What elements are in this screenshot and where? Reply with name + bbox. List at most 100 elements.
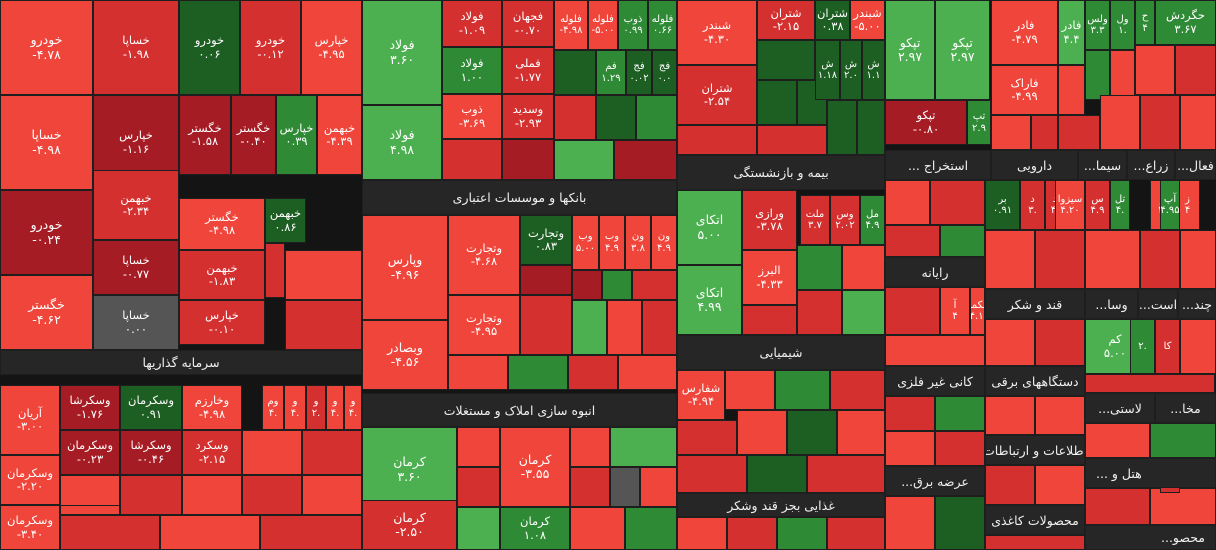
stock-tile[interactable]: کرمان -۳.۵۵ [500, 427, 570, 507]
sector-header-computer[interactable]: رایانه [885, 257, 985, 287]
treemap-cell[interactable] [842, 245, 885, 290]
stock-tile[interactable]: خساپا -۱.۹۸ [93, 0, 179, 95]
stock-tile[interactable]: خبهمن ۰.۸۶ [265, 198, 306, 243]
sector-header-cement[interactable]: سیما... [1078, 150, 1127, 180]
treemap-cell[interactable] [727, 517, 777, 550]
treemap-cell[interactable] [885, 287, 940, 335]
treemap-cell[interactable] [1140, 230, 1180, 289]
stock-tile[interactable]: وپارس -۴.۹۶ [362, 215, 448, 320]
stock-tile[interactable]: خودرو -۰.۱۲ [240, 0, 301, 95]
sector-header-ast[interactable]: است... [1138, 289, 1178, 319]
stock-tile[interactable]: وسکرمان ۰.۹۱ [120, 385, 182, 430]
treemap-cell[interactable] [302, 475, 362, 515]
stock-tile[interactable]: خپارس ۰.۳۹ [276, 95, 317, 175]
stock-tile[interactable]: وتجارت ۰.۸۳ [520, 215, 572, 265]
stock-tile[interactable]: وتجارت -۴.۶۸ [448, 215, 520, 295]
treemap-cell[interactable] [787, 410, 837, 455]
treemap-cell[interactable] [885, 225, 940, 257]
stock-tile[interactable]: حگردش ۳.۶۷ [1155, 0, 1216, 45]
stock-tile[interactable]: خبهمن -۱.۸۳ [179, 250, 265, 300]
treemap-cell[interactable] [940, 225, 985, 257]
sector-header-lasti[interactable]: لاستی... [1085, 393, 1155, 423]
treemap-cell[interactable] [935, 431, 985, 466]
sector-header-nonmetal[interactable]: کانی غیر فلزی [885, 366, 985, 396]
treemap-cell[interactable] [757, 80, 797, 125]
stock-tile[interactable]: تپکو ۲.۹۷ [885, 0, 935, 100]
treemap-cell[interactable] [242, 475, 302, 515]
treemap-cell[interactable] [1031, 115, 1058, 150]
stock-tile[interactable]: کرمان -۲.۵۰ [362, 500, 457, 550]
treemap-cell[interactable] [677, 517, 727, 550]
stock-tile[interactable]: اتکای ۵.۰۰ [677, 190, 742, 265]
treemap-cell[interactable] [596, 95, 636, 140]
sector-header-hotel[interactable]: هتل و ... [1085, 458, 1216, 488]
stock-tile[interactable]: ذوب ۰.۹۹ [618, 0, 648, 50]
stock-tile[interactable]: فادر -۴.۷۹ [991, 0, 1058, 65]
treemap-cell[interactable] [554, 95, 596, 140]
treemap-cell[interactable] [935, 396, 985, 431]
treemap-cell[interactable] [260, 515, 362, 550]
treemap-cell[interactable] [618, 355, 677, 390]
treemap-cell[interactable] [614, 140, 677, 180]
stock-tile[interactable]: خپارس -۰.۱۰ [179, 300, 265, 345]
stock-tile[interactable]: خساپا -۰.۷۷ [93, 240, 179, 295]
treemap-cell[interactable] [837, 410, 885, 455]
treemap-cell[interactable] [991, 115, 1031, 150]
stock-tile[interactable]: وسکرمان -۰.۲۳ [60, 430, 120, 475]
stock-tile[interactable]: ش ۱.۱۸ [815, 40, 840, 100]
treemap-cell[interactable] [520, 295, 572, 355]
treemap-cell[interactable] [1150, 488, 1216, 525]
treemap-cell[interactable] [554, 140, 614, 180]
stock-tile[interactable]: فملی -۱.۷۷ [502, 47, 554, 94]
treemap-cell[interactable] [520, 265, 572, 295]
stock-tile[interactable]: فادر ۴.۴ [1058, 0, 1085, 65]
stock-tile[interactable]: خودرو ۰.۰۶ [179, 0, 240, 95]
sector-header-construction[interactable]: انبوه سازی املاک و مستغلات [362, 393, 677, 427]
treemap-cell[interactable] [632, 270, 677, 300]
treemap-cell[interactable] [160, 515, 260, 550]
treemap-cell[interactable] [640, 467, 677, 507]
stock-tile[interactable]: لکما-۴.۱۳ [970, 287, 985, 335]
stock-tile[interactable]: و ۲. [306, 385, 326, 430]
stock-tile[interactable]: فم ۱.۲۹ [596, 50, 626, 95]
stock-tile[interactable]: و ۴. [344, 385, 362, 430]
stock-tile[interactable]: و ۴. [326, 385, 344, 430]
stock-tile[interactable]: ۲. [1130, 319, 1155, 374]
stock-tile[interactable]: خودرو -۰.۲۴ [0, 190, 93, 275]
stock-tile[interactable]: وسکرمان -۲.۲۰ [0, 455, 60, 505]
treemap-cell[interactable] [885, 396, 935, 431]
sector-header-active[interactable]: فعال... [1175, 150, 1216, 180]
stock-tile[interactable]: تپکو -۰.۸۰ [885, 100, 967, 145]
stock-tile[interactable]: فج ۰.۰ [652, 50, 677, 95]
treemap-cell[interactable] [842, 290, 885, 335]
treemap-cell[interactable] [457, 427, 500, 467]
treemap-cell[interactable] [985, 535, 1085, 550]
stock-tile[interactable]: فلوله ۰.۶۶ [648, 0, 677, 50]
treemap-cell[interactable] [285, 250, 362, 300]
sector-header-utility[interactable]: عرضه برق... [885, 466, 985, 496]
treemap-cell[interactable] [602, 270, 632, 300]
treemap-cell[interactable] [985, 230, 1035, 289]
treemap-cell[interactable] [457, 507, 500, 550]
stock-tile[interactable]: تپکو ۲.۹۷ [935, 0, 990, 100]
stock-tile[interactable]: بر ۰.۹۱ [985, 180, 1020, 230]
sector-header-food[interactable]: غذایی بجز قند وشکر [677, 493, 885, 517]
stock-tile[interactable]: شبندر -۵.۰۰ [850, 0, 885, 40]
treemap-cell[interactable] [1135, 45, 1175, 95]
treemap-cell[interactable] [677, 420, 737, 455]
stock-tile[interactable]: خگستر -۰.۴۰ [231, 95, 276, 175]
treemap-cell[interactable] [742, 305, 797, 335]
stock-tile[interactable]: مل ۴.۹ [860, 195, 885, 245]
stock-tile[interactable]: شتران ۰.۳۸ [815, 0, 850, 40]
stock-tile[interactable]: وتجارت -۴.۹۵ [448, 295, 520, 355]
stock-tile[interactable]: فلوله -۵.۰۰ [588, 0, 618, 50]
treemap-cell[interactable] [572, 270, 602, 300]
treemap-cell[interactable] [554, 50, 596, 95]
stock-tile[interactable]: وب ۴.۹ [599, 215, 625, 270]
stock-tile[interactable]: فجهان -۰.۷۰ [502, 0, 554, 47]
treemap-cell[interactable] [775, 370, 830, 410]
stock-tile[interactable]: وسکرشا -۰.۴۶ [120, 430, 182, 475]
treemap-cell[interactable] [985, 396, 1035, 435]
sector-header-investment[interactable]: سرمایه گذاریها [0, 350, 362, 375]
treemap-cell[interactable] [120, 475, 182, 515]
